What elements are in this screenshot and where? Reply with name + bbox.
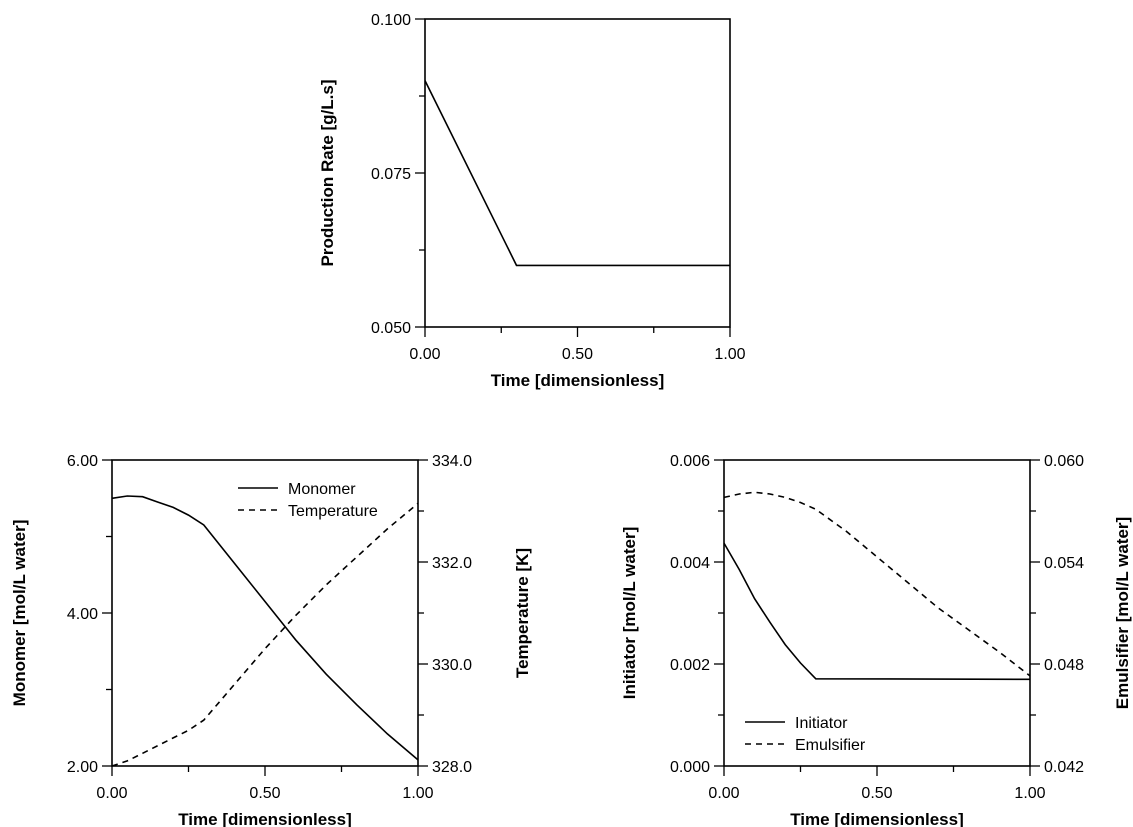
y2-tick-label: 0.048: [1044, 657, 1084, 674]
x-tick-label: 0.50: [861, 785, 892, 802]
monomer-line: [111, 495, 419, 761]
y-tick-label: 0.006: [670, 453, 710, 470]
legend-label-emulsifier: Emulsifier: [795, 737, 866, 754]
initiator-emulsifier-panel: 0.00 0.50 1.00 0.000 0.002 0.004 0.006 0.042 0.0…: [620, 453, 1132, 827]
temperature-line: [111, 502, 419, 767]
y-tick-label: 2.00: [67, 759, 98, 776]
y-tick-label: 0.075: [371, 166, 411, 183]
y2-tick-label: 0.054: [1044, 555, 1084, 572]
initiator-line: [723, 542, 1031, 681]
x-axis-title: Time [dimensionless]: [790, 810, 964, 827]
x-tick-label: 0.50: [562, 346, 593, 363]
y-tick-label: 0.100: [371, 12, 411, 29]
legend-label-temperature: Temperature: [288, 503, 378, 520]
production-rate-line: [424, 80, 730, 267]
y2-axis-title: Temperature [K]: [513, 548, 532, 678]
y2-tick-label: 330.0: [432, 657, 472, 674]
x-tick-label: 1.00: [714, 346, 745, 363]
legend: Monomer Temperature: [238, 481, 378, 520]
plot-frame: [723, 459, 1031, 767]
x-tick-label: 0.00: [708, 785, 739, 802]
y-tick-label: 0.000: [670, 759, 710, 776]
y2-axis-title: Emulsifier [mol/L water]: [1113, 517, 1132, 709]
y2-tick-label: 328.0: [432, 759, 472, 776]
x-tick-label: 1.00: [402, 785, 433, 802]
y-tick-label: 4.00: [67, 606, 98, 623]
emulsifier-line: [723, 491, 1031, 677]
x-tick-label: 0.00: [409, 346, 440, 363]
y-tick-label: 0.004: [670, 555, 710, 572]
y-axis-title: Initiator [mol/L water]: [620, 527, 639, 700]
x-tick-label: 0.50: [249, 785, 280, 802]
legend: Initiator Emulsifier: [745, 715, 866, 754]
y2-tick-label: 332.0: [432, 555, 472, 572]
y-tick-label: 6.00: [67, 453, 98, 470]
monomer-temperature-panel: 0.00 0.50 1.00 2.00 4.00 6.00 328.0 330.0 332.0 3…: [10, 453, 532, 827]
y2-tick-label: 0.042: [1044, 759, 1084, 776]
y-axis-title: Monomer [mol/L water]: [10, 520, 29, 707]
x-tick-label: 0.00: [96, 785, 127, 802]
y2-tick-label: 334.0: [432, 453, 472, 470]
x-tick-label: 1.00: [1014, 785, 1045, 802]
legend-label-monomer: Monomer: [288, 481, 356, 498]
x-axis-title: Time [dimensionless]: [491, 371, 665, 390]
production-rate-panel: 0.00 0.50 1.00 0.050 0.075 0.100 Time [dimensi…: [318, 12, 746, 390]
y2-tick-label: 0.060: [1044, 453, 1084, 470]
legend-label-initiator: Initiator: [795, 715, 848, 732]
x-axis-title: Time [dimensionless]: [178, 810, 352, 827]
y-tick-label: 0.002: [670, 657, 710, 674]
y-tick-label: 0.050: [371, 320, 411, 337]
y-axis-title: Production Rate [g/L.s]: [318, 80, 337, 267]
